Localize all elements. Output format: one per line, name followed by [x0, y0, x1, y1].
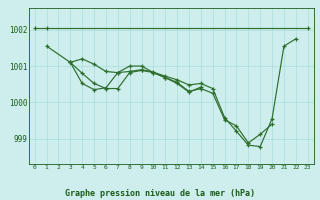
Text: Graphe pression niveau de la mer (hPa): Graphe pression niveau de la mer (hPa): [65, 189, 255, 198]
